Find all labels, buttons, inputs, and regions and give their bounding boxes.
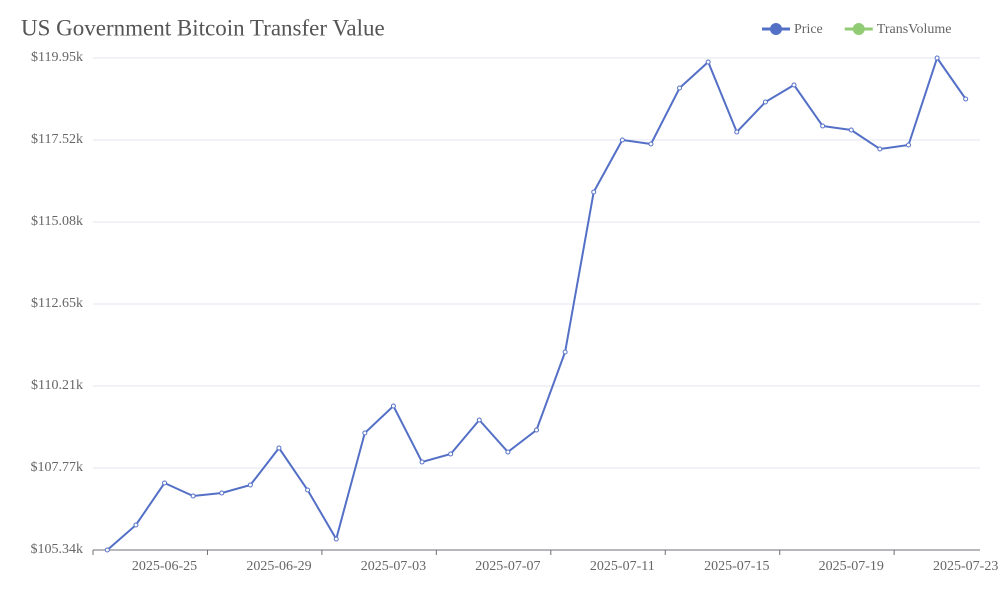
point: [133, 522, 139, 528]
point: [362, 430, 368, 436]
x-tick-label: 2025-07-03: [361, 559, 426, 574]
point: [219, 490, 225, 496]
chart-title: US Government Bitcoin Transfer Value: [21, 15, 385, 40]
point: [762, 99, 768, 105]
x-tick-label: 2025-07-15: [704, 559, 769, 574]
y-tick-label: $107.77k: [31, 460, 84, 475]
x-tick-label: 2025-06-29: [246, 559, 311, 574]
point: [591, 189, 597, 195]
point: [448, 451, 454, 457]
point: [934, 55, 940, 61]
point: [276, 445, 282, 451]
point: [848, 127, 854, 133]
y-tick-label: $112.65k: [31, 296, 83, 311]
x-tick-label: 2025-07-19: [819, 559, 884, 574]
legend-label: Price: [794, 22, 823, 37]
point: [619, 137, 625, 143]
point: [247, 482, 253, 488]
point: [162, 480, 168, 486]
point: [677, 85, 683, 91]
point: [505, 449, 511, 455]
legend-swatch: [770, 23, 782, 35]
point: [534, 427, 539, 433]
point: [963, 96, 969, 102]
x-tick-label: 2025-07-11: [590, 559, 655, 574]
y-tick-label: $115.08k: [31, 214, 83, 229]
x-tick-label: 2025-06-25: [132, 559, 197, 574]
y-tick-label: $105.34k: [31, 542, 84, 557]
y-tick-label: $117.52k: [31, 132, 83, 147]
point: [791, 82, 797, 88]
point: [305, 487, 311, 493]
point: [905, 142, 911, 148]
point: [419, 459, 425, 465]
point: [190, 493, 196, 499]
y-tick-label: $110.21k: [31, 378, 83, 393]
point: [734, 129, 740, 135]
point: [820, 123, 826, 129]
point: [390, 403, 396, 409]
point: [562, 349, 568, 355]
point: [648, 141, 654, 147]
x-tick-label: 2025-07-07: [475, 559, 540, 574]
point: [877, 146, 883, 152]
point: [705, 59, 711, 65]
legend-swatch: [852, 23, 865, 35]
legend-label: TransVolume: [877, 22, 952, 37]
y-tick-label: $119.95k: [31, 50, 83, 65]
point: [476, 417, 482, 423]
x-tick-label: 2025-07-23: [933, 559, 998, 574]
point: [333, 536, 339, 542]
point: [104, 547, 110, 553]
